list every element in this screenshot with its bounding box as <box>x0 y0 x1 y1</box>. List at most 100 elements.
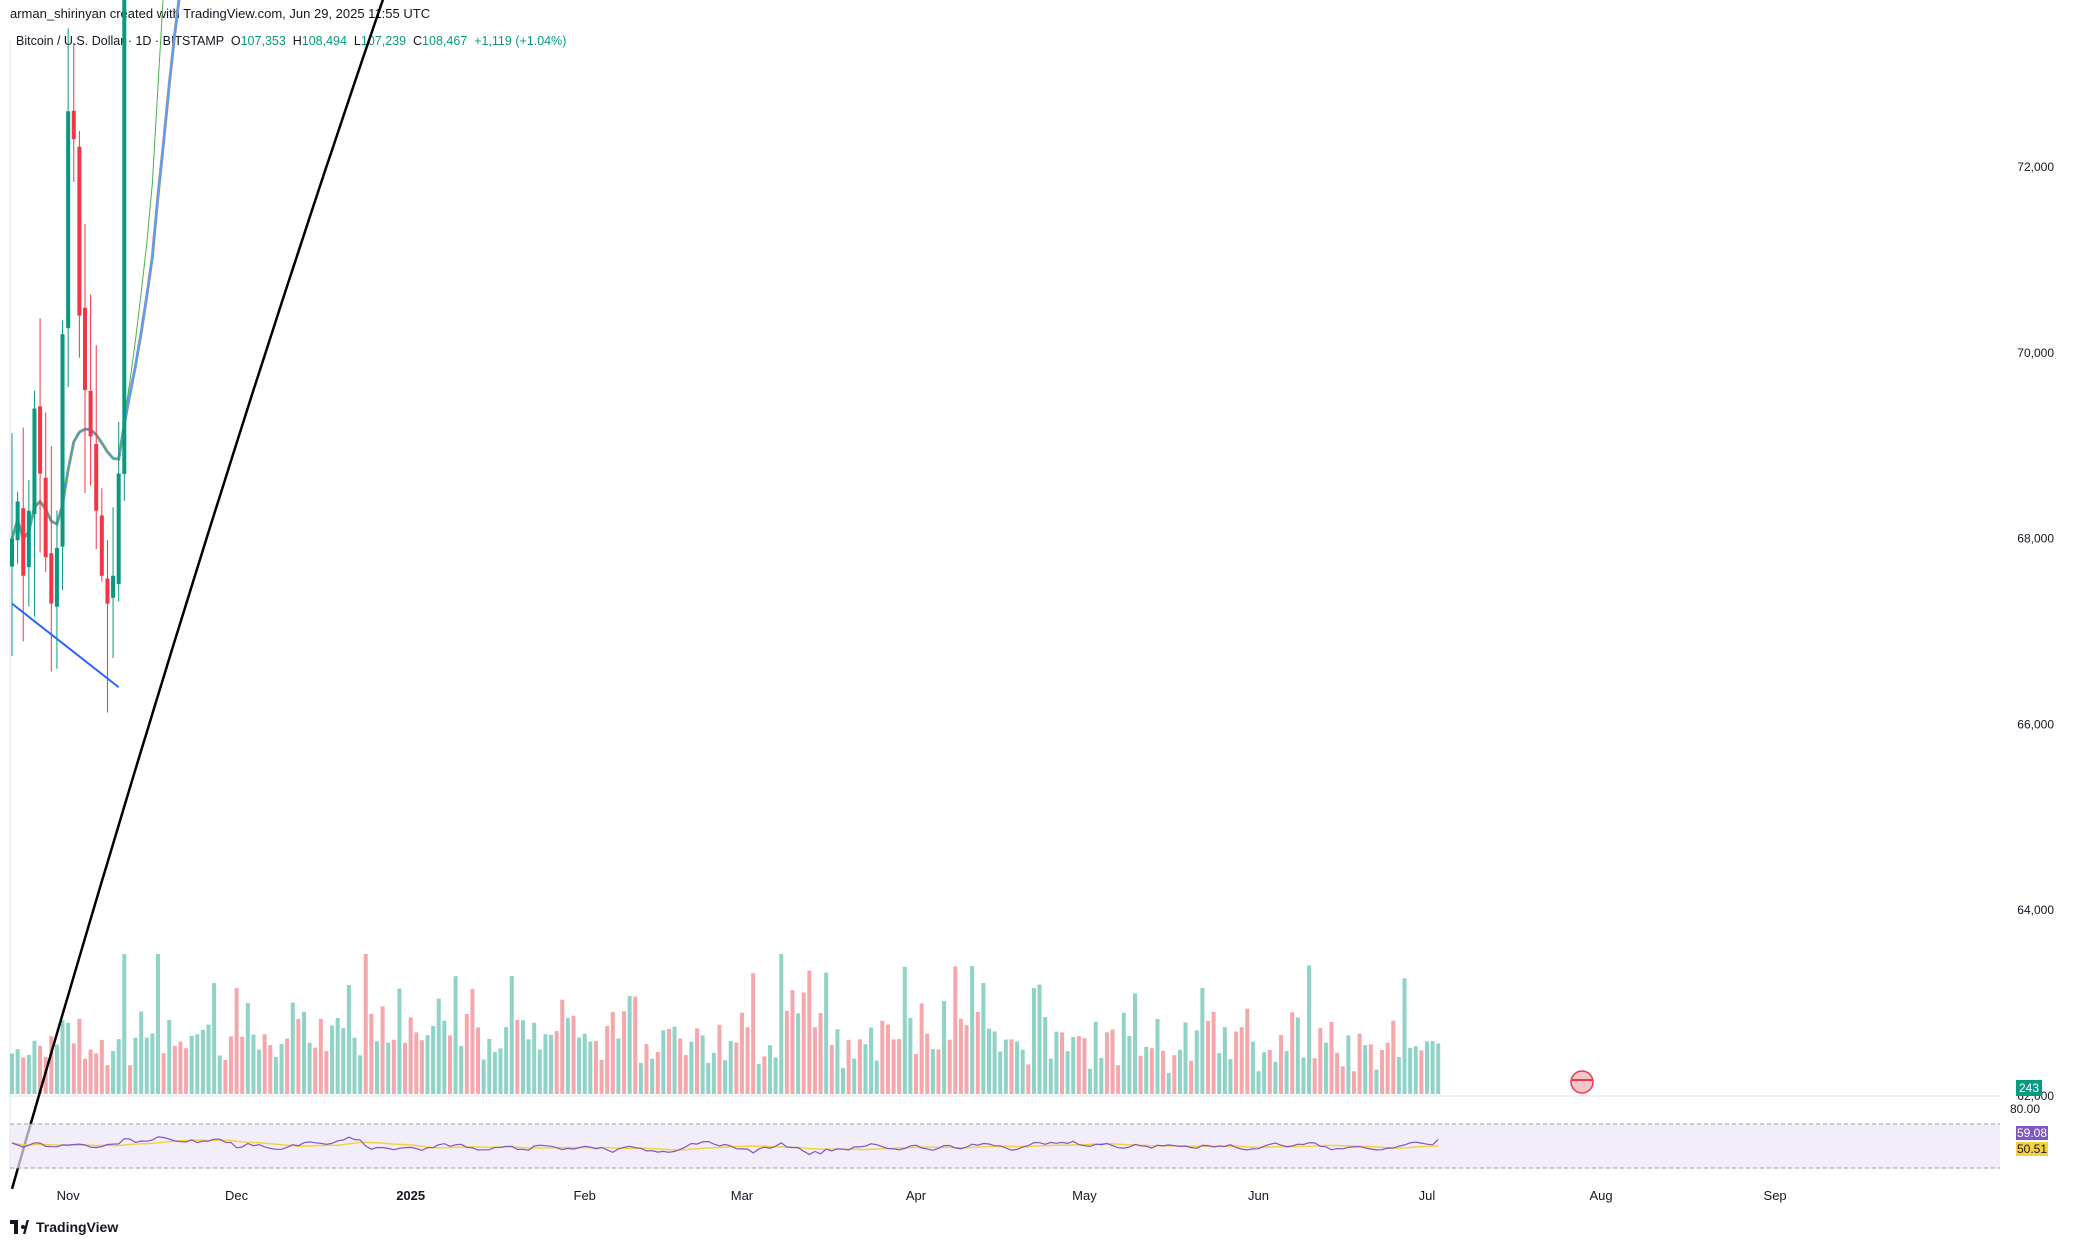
volume-bar <box>739 1012 744 1094</box>
volume-bar <box>1183 1022 1188 1094</box>
candle-body <box>15 501 20 541</box>
volume-bar <box>1234 1031 1239 1094</box>
candle-body <box>10 538 14 567</box>
volume-bar <box>273 1056 278 1094</box>
volume-bar <box>874 1060 879 1094</box>
volume-bar <box>1312 1058 1317 1094</box>
volume-badge-text: 243 <box>2019 1081 2039 1095</box>
rsi-tick: 80.00 <box>2010 1102 2040 1116</box>
volume-bar <box>942 1001 947 1094</box>
candle-body <box>105 578 110 604</box>
candle-body <box>32 408 37 515</box>
volume-bar <box>313 1047 318 1094</box>
volume-bar <box>835 1029 840 1094</box>
volume-bar <box>1155 1019 1160 1094</box>
volume-bar <box>554 1031 559 1094</box>
volume-bar <box>1161 1050 1166 1094</box>
volume-bar <box>880 1020 885 1094</box>
volume-bar <box>796 1013 801 1094</box>
blue-ma-line <box>10 0 181 542</box>
candle-body <box>38 406 43 474</box>
volume-bar <box>1048 1058 1053 1094</box>
volume-bar <box>352 1037 357 1094</box>
volume-bar <box>998 1051 1003 1094</box>
volume-bar <box>975 1011 980 1094</box>
volume-bar <box>476 1027 481 1094</box>
volume-bar <box>852 1058 857 1094</box>
volume-bar <box>290 1002 295 1094</box>
volume-bar <box>543 1034 548 1094</box>
volume-bar <box>1385 1042 1390 1094</box>
candle-body <box>82 307 87 390</box>
volume-bar <box>1391 1020 1396 1094</box>
volume-bar <box>99 1039 104 1094</box>
volume-bar <box>262 1034 267 1094</box>
volume-bar <box>301 1011 306 1094</box>
volume-bar <box>88 1049 93 1094</box>
volume-bar <box>257 1049 262 1094</box>
volume-bar <box>812 1027 817 1094</box>
high-value: 108,494 <box>301 34 347 48</box>
volume-bar <box>1200 987 1205 1094</box>
volume-bar <box>206 1024 211 1094</box>
volume-bar <box>1357 1033 1362 1094</box>
volume-bar <box>633 996 638 1094</box>
x-tick-label: Jun <box>1248 1188 1269 1203</box>
volume-bar <box>1301 1057 1306 1094</box>
volume-bar <box>60 1020 65 1094</box>
volume-bar <box>650 1058 655 1094</box>
volume-bar <box>1138 1055 1143 1094</box>
tradingview-footer[interactable]: TradingView <box>10 1219 118 1235</box>
volume-bar <box>1104 1032 1109 1094</box>
volume-bar <box>723 1060 728 1094</box>
volume-bar <box>1205 1020 1210 1094</box>
volume-bar <box>150 1033 155 1094</box>
volume-bar <box>172 1045 177 1094</box>
volume-bar <box>122 954 127 1094</box>
volume-bar <box>1413 1046 1418 1094</box>
volume-bar <box>341 1028 346 1094</box>
volume-bar <box>26 1054 31 1094</box>
volume-bar <box>285 1038 290 1094</box>
x-tick-label: Feb <box>574 1188 596 1203</box>
volume-bar <box>1273 1061 1278 1094</box>
volume-bar <box>1071 1037 1076 1094</box>
candle-body <box>43 477 48 558</box>
volume-bar <box>1284 1050 1289 1094</box>
volume-bar <box>240 1036 245 1094</box>
volume-bar <box>195 1034 200 1094</box>
volume-bar <box>223 1059 228 1094</box>
volume-bar <box>902 966 907 1094</box>
volume-bar <box>520 1020 525 1094</box>
volume-bar <box>1419 1050 1424 1094</box>
volume-bar <box>790 990 795 1094</box>
volume-bar <box>189 1035 194 1094</box>
x-tick-label: Apr <box>906 1188 927 1203</box>
volume-bar <box>599 1059 604 1094</box>
volume-bar <box>745 1027 750 1094</box>
volume-bar <box>784 1010 789 1094</box>
close-label: C <box>413 34 423 48</box>
volume-bar <box>346 984 351 1094</box>
volume-bar <box>380 1006 385 1094</box>
volume-bar <box>1015 1041 1020 1094</box>
candle-body <box>116 473 121 585</box>
volume-bar <box>1003 1039 1008 1094</box>
volume-bar <box>470 989 475 1094</box>
candle-body <box>26 510 31 568</box>
x-tick-label: Jul <box>1419 1188 1436 1203</box>
x-tick-label: Aug <box>1589 1188 1612 1203</box>
volume-bar <box>330 1025 335 1094</box>
low-label: L <box>353 34 361 48</box>
volume-bar <box>1054 1031 1059 1094</box>
volume-bar <box>133 1037 138 1094</box>
volume-bar <box>178 1041 183 1094</box>
volume-bar <box>779 954 784 1094</box>
volume-bar <box>801 992 806 1094</box>
volume-bar <box>571 1015 576 1094</box>
volume-bar <box>1267 1050 1272 1094</box>
volume-bar <box>734 1042 739 1094</box>
x-tick-label: Sep <box>1764 1188 1787 1203</box>
volume-bar <box>324 1050 329 1094</box>
